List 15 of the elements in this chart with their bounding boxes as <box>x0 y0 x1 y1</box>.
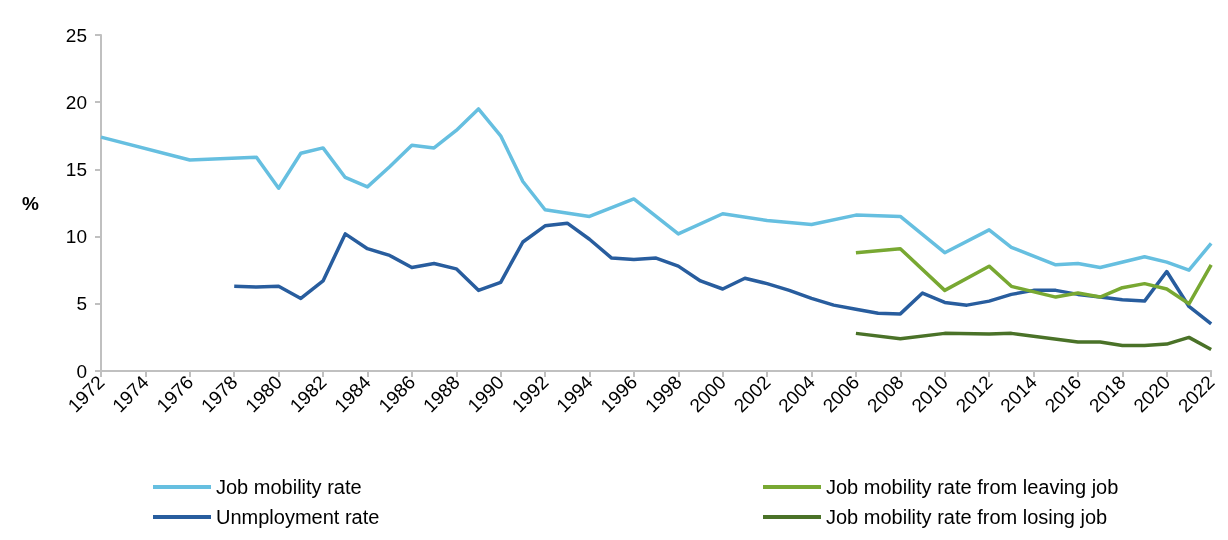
y-tick-label: 5 <box>76 293 87 315</box>
y-tick-label: 15 <box>65 158 87 180</box>
y-tick-label: 0 <box>76 360 87 382</box>
y-tick-label: 20 <box>65 91 87 113</box>
legend-label: Job mobility rate from leaving job <box>826 476 1119 498</box>
line-series <box>854 246 1213 306</box>
line-series <box>854 331 1213 352</box>
legend-label: Unmployment rate <box>216 506 380 528</box>
y-axis-title: % <box>22 192 40 214</box>
y-tick-label: 25 <box>65 24 87 46</box>
line-series <box>232 221 1213 326</box>
line-series <box>99 107 1213 272</box>
legend-label: Job mobility rate <box>216 476 362 498</box>
y-tick-label: 10 <box>65 226 87 248</box>
legend-label: Job mobility rate from losing job <box>826 506 1108 528</box>
